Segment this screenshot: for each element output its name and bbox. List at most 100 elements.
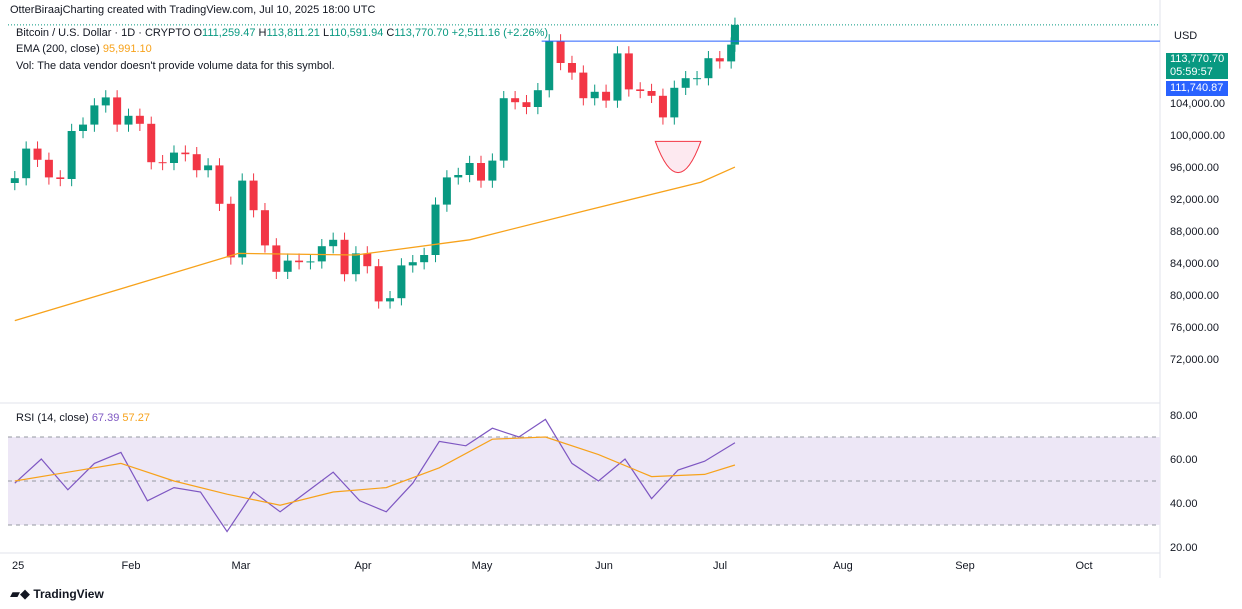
- candle-body: [158, 162, 167, 164]
- candle-body: [283, 260, 292, 272]
- candle-body: [636, 89, 645, 91]
- last-price-tag: 113,770.70 05:59:57: [1166, 53, 1228, 79]
- last-price-value: 113,770.70: [1170, 53, 1225, 65]
- candle-body: [545, 41, 554, 91]
- time-axis-label: Aug: [833, 560, 853, 572]
- price-axis-label: 84,000.00: [1170, 258, 1219, 270]
- candle-body: [727, 44, 736, 62]
- level-price-tag: 111,740.87: [1166, 81, 1228, 96]
- price-axis-label: 80,000.00: [1170, 290, 1219, 302]
- candle-body: [602, 91, 611, 101]
- open-value: 111,259.47: [202, 27, 256, 39]
- candle-body: [465, 163, 474, 175]
- rsi-axis-label: 20.00: [1170, 542, 1198, 554]
- time-axis-label: Mar: [232, 560, 251, 572]
- candle-body: [10, 178, 19, 183]
- tradingview-logo-icon: ▰◆: [10, 586, 30, 601]
- high-label: H: [258, 27, 267, 39]
- time-axis-label: Apr: [354, 560, 371, 572]
- candle-body: [730, 24, 739, 45]
- candle-body: [260, 210, 269, 246]
- candle-body: [658, 95, 667, 118]
- candle-body: [135, 115, 144, 124]
- candle-body: [306, 261, 315, 263]
- candle-body: [124, 115, 133, 125]
- time-axis-label: Oct: [1075, 560, 1092, 572]
- time-axis-label: Feb: [122, 560, 141, 572]
- candle-body: [408, 262, 417, 266]
- candle-body: [317, 246, 326, 262]
- candle-body: [670, 87, 679, 118]
- ema-label: EMA (200, close): [16, 43, 100, 55]
- candle-body: [454, 175, 463, 178]
- price-axis-label: 96,000.00: [1170, 162, 1219, 174]
- symbol-label: Bitcoin / U.S. Dollar · 1D · CRYPTO: [16, 27, 191, 39]
- candle-body: [67, 131, 76, 179]
- candle-body: [169, 152, 178, 163]
- candle-body: [431, 204, 440, 255]
- low-label: L: [322, 27, 330, 39]
- candle-body: [579, 72, 588, 99]
- ema-line: [14, 166, 736, 322]
- candle-body: [238, 180, 247, 258]
- candle-body: [488, 160, 497, 181]
- candle-body: [79, 124, 88, 131]
- candle-body: [647, 91, 656, 96]
- close-label: C: [386, 27, 395, 39]
- candle-body: [192, 154, 201, 171]
- currency-label[interactable]: USD: [1174, 30, 1198, 42]
- candle-body: [363, 253, 372, 267]
- time-axis-label: 25: [12, 560, 24, 572]
- high-value: 113,811.21: [266, 27, 320, 39]
- candle-body: [397, 265, 406, 299]
- candle-body: [226, 203, 235, 258]
- low-value: 110,591.94: [329, 27, 384, 39]
- price-axis-label: 92,000.00: [1170, 194, 1219, 206]
- rsi-axis-label: 60.00: [1170, 454, 1198, 466]
- volume-note: Vol: The data vendor doesn't provide vol…: [16, 60, 335, 72]
- candle-body: [272, 245, 281, 272]
- rsi-legend[interactable]: RSI (14, close) 67.39 57.27: [16, 412, 150, 424]
- candle-body: [420, 255, 429, 263]
- candle-body: [56, 177, 65, 179]
- candle-body: [511, 98, 520, 103]
- rsi-axis-label: 80.00: [1170, 410, 1198, 422]
- candle-body: [351, 253, 360, 275]
- candle-body: [613, 53, 622, 101]
- candle-body: [590, 91, 599, 99]
- close-value: 113,770.70: [394, 27, 449, 39]
- candle-body: [147, 123, 156, 163]
- candle-body: [693, 78, 702, 80]
- time-axis-label: May: [472, 560, 493, 572]
- candle-body: [556, 41, 565, 63]
- candle-body: [295, 260, 304, 263]
- candle-body: [340, 239, 349, 275]
- price-axis-label: 72,000.00: [1170, 354, 1219, 366]
- candle-body: [624, 53, 633, 90]
- candle-body: [22, 148, 31, 179]
- tradingview-logo[interactable]: ▰◆ TradingView: [10, 586, 104, 602]
- ema-legend[interactable]: EMA (200, close) 95,991.10: [16, 43, 152, 55]
- open-label: O: [193, 27, 203, 39]
- ema-value: 95,991.10: [102, 43, 152, 55]
- rsi-axis-label: 40.00: [1170, 498, 1198, 510]
- candle-body: [533, 90, 542, 107]
- rsi-ma-line: [14, 436, 736, 506]
- rsi-ma-value: 57.27: [122, 412, 150, 424]
- candle-body: [33, 148, 42, 160]
- candle-body: [329, 239, 338, 247]
- candle-body: [90, 105, 99, 125]
- candle-body: [204, 165, 213, 171]
- time-axis-label: Jul: [713, 560, 727, 572]
- candle-body: [442, 177, 451, 205]
- candle-body: [522, 102, 531, 107]
- time-axis-label: Jun: [595, 560, 613, 572]
- candle-body: [386, 298, 395, 302]
- candle-body: [181, 152, 190, 155]
- rsi-label: RSI (14, close): [16, 412, 89, 424]
- change-value: +2,511.16 (+2.26%): [451, 27, 549, 39]
- candle-body: [499, 98, 508, 161]
- time-axis-label: Sep: [955, 560, 975, 572]
- candle-body: [715, 58, 724, 62]
